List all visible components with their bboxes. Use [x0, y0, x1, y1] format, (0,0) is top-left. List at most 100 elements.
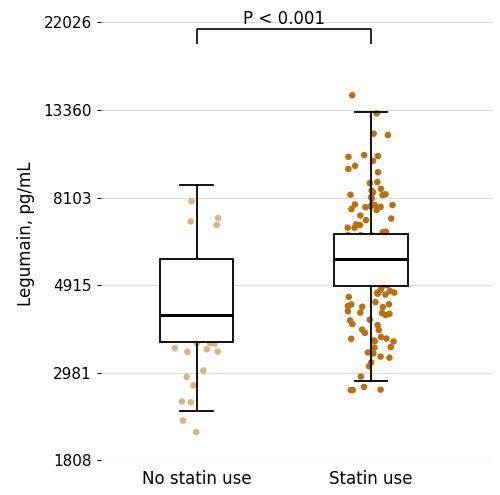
- Point: [360, 383, 368, 391]
- Point: [367, 193, 375, 201]
- Point: [347, 300, 355, 308]
- Point: [352, 220, 360, 228]
- Point: [214, 325, 222, 333]
- Point: [346, 236, 354, 244]
- Point: [376, 286, 384, 294]
- Point: [344, 231, 352, 239]
- Point: [370, 349, 378, 357]
- Point: [382, 335, 390, 343]
- Point: [387, 214, 395, 222]
- Point: [385, 300, 393, 308]
- Point: [183, 373, 191, 381]
- Point: [375, 278, 383, 286]
- Point: [184, 347, 192, 355]
- Point: [362, 216, 370, 224]
- Point: [370, 337, 378, 345]
- Point: [372, 206, 380, 214]
- Point: [386, 310, 394, 318]
- Point: [372, 298, 380, 306]
- Point: [344, 235, 352, 243]
- Point: [371, 201, 379, 209]
- Point: [378, 191, 386, 199]
- Point: [186, 217, 194, 225]
- Point: [356, 221, 364, 229]
- Text: P < 0.001: P < 0.001: [243, 10, 325, 28]
- Point: [200, 280, 208, 288]
- Point: [181, 325, 189, 333]
- Point: [380, 249, 388, 257]
- Point: [171, 292, 179, 299]
- Point: [374, 321, 382, 329]
- Point: [356, 231, 364, 239]
- Point: [366, 260, 374, 268]
- Point: [382, 228, 390, 236]
- Point: [366, 316, 374, 324]
- Point: [355, 271, 363, 279]
- Point: [360, 232, 368, 240]
- Point: [384, 257, 392, 265]
- Point: [390, 277, 398, 285]
- Bar: [334, 234, 407, 286]
- Point: [379, 303, 387, 311]
- Point: [344, 232, 351, 240]
- Point: [374, 152, 382, 160]
- Point: [208, 312, 216, 320]
- Point: [386, 287, 394, 295]
- Point: [374, 290, 382, 297]
- Point: [390, 289, 398, 297]
- Point: [206, 339, 214, 347]
- Point: [193, 340, 201, 347]
- Point: [208, 329, 216, 337]
- Point: [376, 240, 384, 248]
- Point: [192, 428, 200, 436]
- Point: [178, 397, 186, 405]
- Point: [362, 236, 370, 244]
- Point: [370, 130, 378, 138]
- Point: [196, 296, 204, 304]
- Point: [386, 353, 394, 361]
- Point: [377, 185, 385, 193]
- Point: [368, 232, 376, 240]
- Point: [200, 366, 207, 374]
- Point: [214, 214, 222, 222]
- Point: [198, 278, 206, 286]
- Point: [384, 250, 392, 258]
- Point: [391, 244, 399, 252]
- Point: [356, 309, 364, 317]
- Point: [359, 268, 367, 276]
- Point: [368, 200, 376, 208]
- Point: [382, 311, 390, 319]
- Point: [361, 248, 369, 256]
- Point: [354, 260, 362, 268]
- Point: [170, 344, 178, 352]
- Point: [387, 343, 395, 351]
- Point: [368, 275, 376, 283]
- Point: [370, 344, 378, 351]
- Point: [374, 276, 382, 284]
- Point: [344, 307, 352, 315]
- Point: [384, 281, 392, 289]
- Point: [203, 346, 211, 353]
- Point: [214, 288, 222, 296]
- Point: [347, 335, 355, 343]
- Point: [351, 238, 359, 246]
- Point: [376, 203, 384, 211]
- Point: [377, 333, 385, 341]
- Point: [366, 179, 374, 187]
- Point: [346, 316, 354, 324]
- Point: [382, 291, 390, 298]
- Point: [363, 238, 371, 246]
- Point: [388, 242, 396, 249]
- Point: [362, 203, 370, 211]
- Point: [365, 362, 373, 370]
- Point: [344, 165, 352, 173]
- Point: [372, 109, 380, 117]
- Point: [362, 240, 370, 248]
- Point: [373, 289, 381, 297]
- Point: [364, 348, 372, 356]
- Point: [345, 270, 353, 278]
- Point: [190, 381, 198, 389]
- Point: [388, 201, 396, 209]
- Point: [375, 326, 383, 334]
- Point: [344, 224, 352, 232]
